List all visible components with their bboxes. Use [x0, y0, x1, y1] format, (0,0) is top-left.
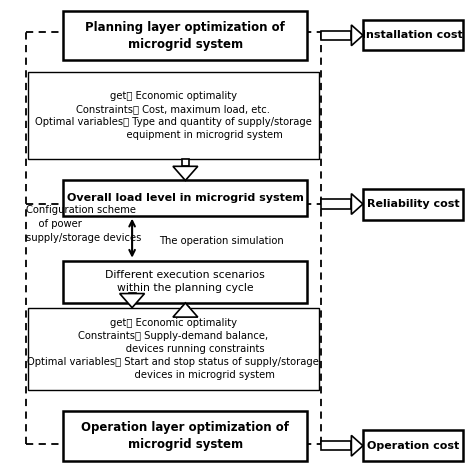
- FancyBboxPatch shape: [363, 430, 463, 461]
- Polygon shape: [351, 436, 363, 456]
- FancyBboxPatch shape: [28, 308, 319, 390]
- Text: get： Economic optimality
Constraints： Cost, maximum load, etc.
Optimal variables: get： Economic optimality Constraints： Co…: [35, 91, 311, 140]
- Text: The operation simulation: The operation simulation: [159, 236, 283, 246]
- FancyBboxPatch shape: [363, 189, 463, 219]
- Polygon shape: [173, 166, 198, 181]
- FancyBboxPatch shape: [28, 72, 319, 159]
- Polygon shape: [351, 25, 363, 46]
- Polygon shape: [173, 303, 198, 317]
- Text: Configuration scheme
    of power
supply/storage devices: Configuration scheme of power supply/sto…: [26, 205, 141, 243]
- FancyBboxPatch shape: [64, 11, 308, 60]
- Bar: [321, 31, 351, 40]
- Text: Planning layer optimization of
microgrid system: Planning layer optimization of microgrid…: [85, 20, 285, 51]
- Polygon shape: [351, 194, 363, 214]
- Text: Operation cost: Operation cost: [367, 440, 459, 450]
- FancyBboxPatch shape: [64, 181, 308, 216]
- Text: get： Economic optimality
Constraints： Supply-demand balance,
              devic: get： Economic optimality Constraints： Su…: [27, 318, 319, 380]
- Text: Operation layer optimization of
microgrid system: Operation layer optimization of microgri…: [82, 421, 289, 451]
- FancyBboxPatch shape: [182, 159, 189, 166]
- Text: Reliability cost: Reliability cost: [366, 199, 459, 209]
- FancyBboxPatch shape: [363, 20, 463, 50]
- Bar: [321, 441, 351, 450]
- FancyBboxPatch shape: [64, 411, 308, 461]
- Text: Overall load level in microgrid system: Overall load level in microgrid system: [67, 193, 304, 203]
- Text: Different execution scenarios
within the planning cycle: Different execution scenarios within the…: [106, 270, 265, 293]
- Polygon shape: [119, 293, 145, 308]
- Text: Installation cost: Installation cost: [363, 30, 463, 40]
- Bar: [321, 199, 351, 209]
- FancyBboxPatch shape: [64, 261, 308, 303]
